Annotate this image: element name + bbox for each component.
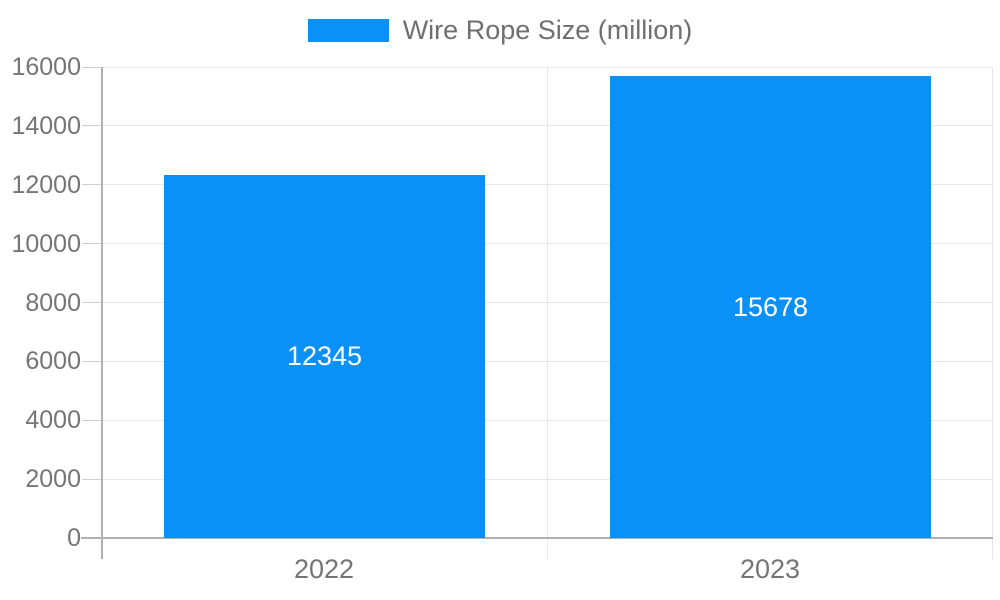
category-boundary-line xyxy=(992,67,993,559)
bar-value-label: 15678 xyxy=(732,291,809,322)
y-axis-tick-label: 6000 xyxy=(25,347,81,376)
y-axis-tick-label: 4000 xyxy=(25,406,81,435)
y-axis-tick-label: 0 xyxy=(67,524,81,552)
category-boundary-line xyxy=(547,67,548,559)
plot-area: 12345 15678 xyxy=(81,66,993,559)
y-axis-tick xyxy=(82,125,101,127)
legend[interactable]: Wire Rope Size (million) xyxy=(0,17,1000,44)
y-axis-tick-label: 2000 xyxy=(25,465,81,494)
bar-2022[interactable]: 12345 xyxy=(164,175,485,538)
y-axis-tick xyxy=(82,360,101,362)
y-axis-tick xyxy=(82,243,101,245)
y-axis-tick-label: 8000 xyxy=(25,288,81,317)
y-axis-line xyxy=(101,67,103,559)
legend-label: Wire Rope Size (million) xyxy=(402,15,693,45)
x-axis-tick-label: 2022 xyxy=(293,554,355,584)
y-axis-tick xyxy=(82,419,101,421)
x-axis-tick-label: 2023 xyxy=(739,554,801,584)
y-axis-tick xyxy=(82,478,101,480)
y-axis-tick-label: 14000 xyxy=(11,111,81,140)
y-axis-tick-label: 12000 xyxy=(11,170,81,199)
bar-2023[interactable]: 15678 xyxy=(610,76,931,538)
y-axis-tick-label: 16000 xyxy=(11,53,81,81)
x-axis-line xyxy=(81,537,993,539)
y-axis-tick-label: 10000 xyxy=(11,229,81,258)
y-axis-tick xyxy=(82,184,101,186)
legend-swatch xyxy=(307,19,389,42)
y-axis-tick xyxy=(82,66,101,68)
y-axis-tick xyxy=(82,302,101,303)
bar-value-label: 12345 xyxy=(286,341,363,371)
